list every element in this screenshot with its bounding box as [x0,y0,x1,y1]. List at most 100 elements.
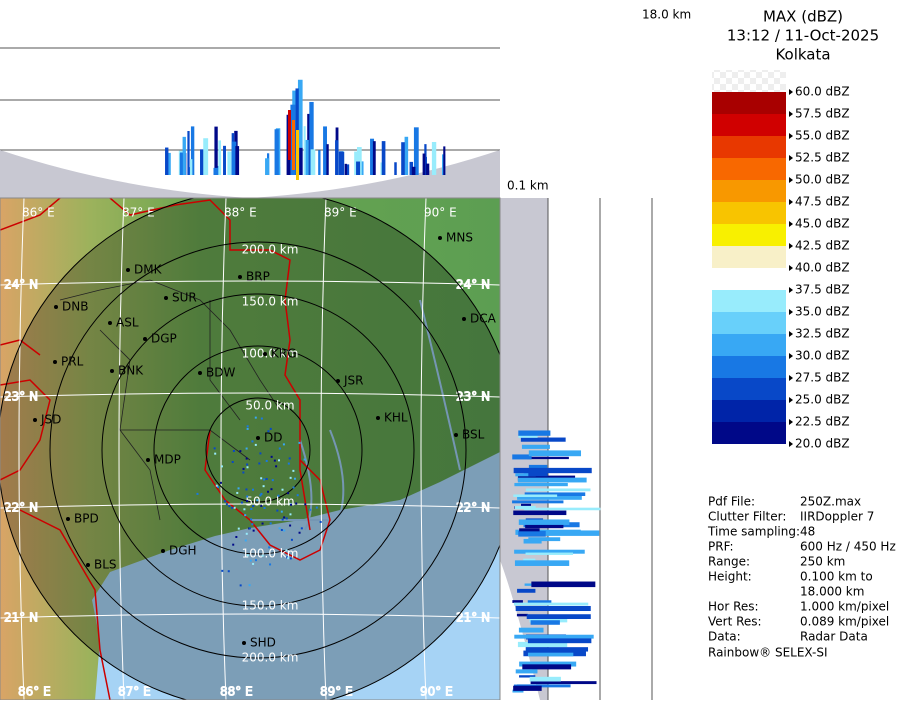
boundaries [0,198,331,700]
echo [278,447,281,450]
city-label: MNS [446,231,473,245]
meridian [220,198,227,700]
city-label: BSL [462,428,485,442]
info-key: Time sampling: [707,525,800,539]
legend-label: 52.5 dBZ [795,151,850,165]
info-value: 0.089 km/pixel [800,615,889,629]
echo [216,486,219,489]
city-label: DMK [134,263,163,277]
echo [525,488,591,492]
ring-label: 50.0 km [245,495,294,509]
city-label: DCA [470,312,497,326]
echo [292,486,295,489]
echo [514,549,585,554]
echo [245,457,248,460]
echo [245,447,248,450]
echo [270,455,273,458]
echo [290,538,293,541]
legend-arrow [789,397,793,403]
ring-label: 100.0 km [242,547,299,561]
lon-label: 87° E [122,206,155,220]
echo [517,588,536,593]
echo [300,527,303,530]
echo [413,127,419,175]
echo [260,477,263,480]
echo [287,462,290,465]
echo [513,494,558,497]
echo [250,507,253,510]
echo [303,458,306,461]
echo [526,614,591,619]
city-dot [126,268,130,272]
echo [528,464,548,471]
info-key: Hor Res: [708,600,759,614]
info-key: Height: [708,570,752,584]
echo [513,467,592,474]
echo [280,528,283,531]
legend-label: 32.5 dBZ [795,327,850,341]
echo [281,488,284,491]
range-ring [205,397,311,503]
echo [278,527,281,530]
legend-label: 47.5 dBZ [795,195,850,209]
city-dot [242,641,246,645]
echo [520,437,566,442]
city-label: MDP [154,453,181,467]
info-key: Vert Res: [708,615,762,629]
legend-swatch [712,92,786,114]
echo [218,140,222,175]
echo [513,685,542,691]
legend-arrow [789,89,793,95]
echo [240,501,243,504]
legend-swatch [712,114,786,136]
echo [213,447,216,450]
echo [517,477,587,483]
echo [287,557,290,560]
lat-label: 22° N [456,501,490,515]
echo [280,510,283,513]
legend-arrow [789,287,793,293]
echo [356,161,361,175]
legend-label: 40.0 dBZ [795,261,850,275]
lon-label: 89° E [320,685,353,699]
echo [214,126,218,175]
echo [232,543,235,546]
echo [326,144,329,175]
echo [298,441,301,444]
echo [359,161,364,175]
echo [254,416,257,419]
echo [252,562,255,565]
echo [200,149,205,175]
echo [518,430,551,436]
echo [254,443,257,446]
echo [515,669,538,674]
echo [275,465,278,468]
echo [528,450,582,457]
echo [401,142,405,175]
legend-arrow [789,441,793,447]
echo [338,151,344,175]
city-dot [66,517,70,521]
echo [232,449,235,452]
city-dot [438,236,442,240]
city-label: DGH [169,544,197,558]
echo [318,150,321,175]
echo [269,563,272,566]
parallel [0,392,500,398]
echo [292,469,295,472]
echo [404,136,409,175]
echo [213,167,219,175]
legend-label: 37.5 dBZ [795,283,850,297]
title: MAX (dBZ) [763,8,843,26]
lon-label: 88° E [220,685,253,699]
city-label: BDW [206,366,235,380]
legend-swatch [712,422,786,444]
echo [231,141,237,175]
echo [512,454,532,460]
echo [235,535,238,538]
echo [523,507,601,511]
city-dot [454,433,458,437]
echo [251,440,254,443]
legend-arrow [789,309,793,315]
echo [292,120,295,170]
